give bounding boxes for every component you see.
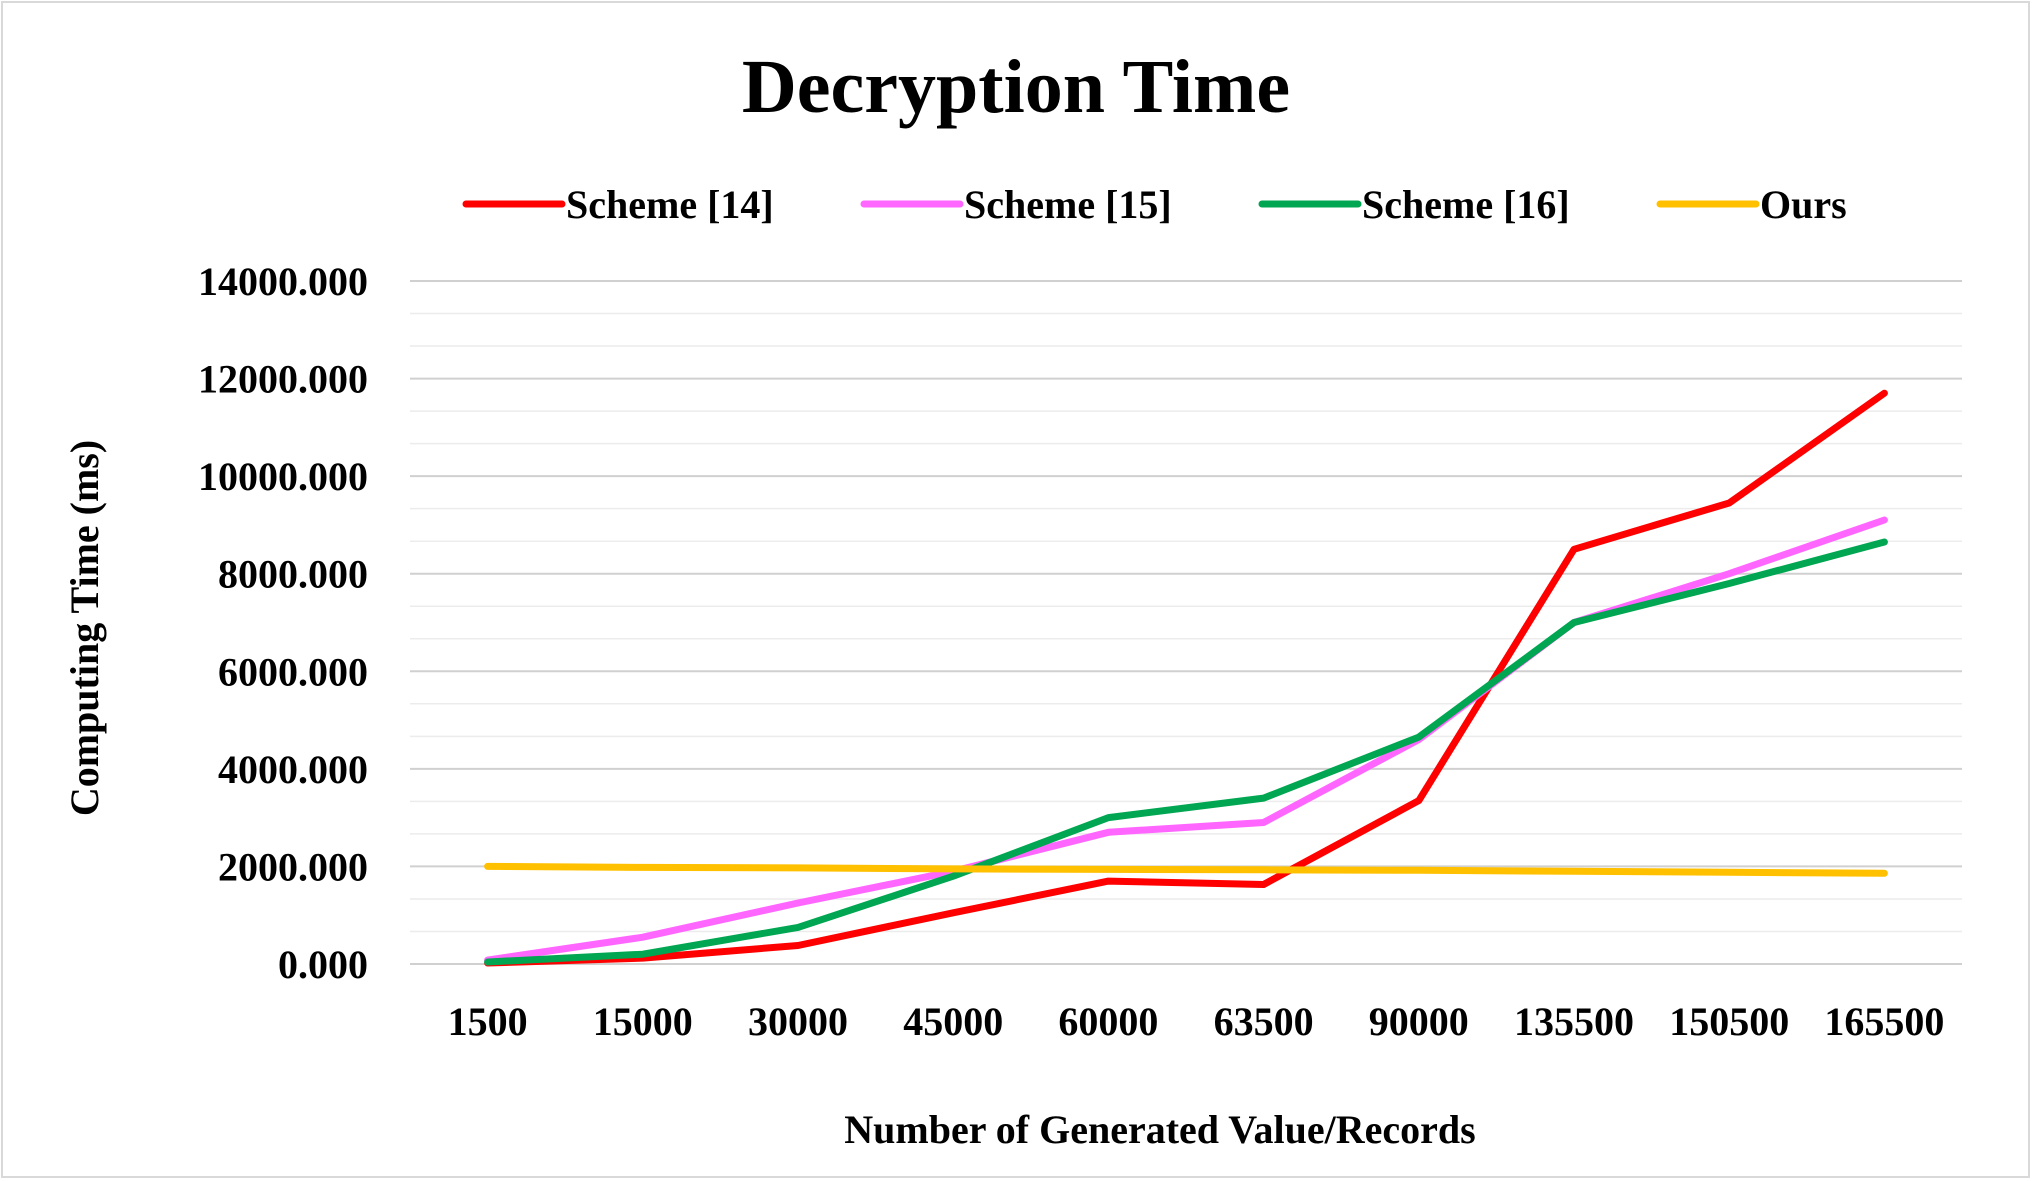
x-tick-label: 135500 bbox=[1514, 999, 1634, 1044]
gridlines bbox=[410, 280, 1962, 965]
series-line bbox=[484, 516, 1888, 964]
legend-label: Ours bbox=[1760, 182, 1847, 227]
y-tick-label: 10000.000 bbox=[198, 454, 368, 499]
y-tick-label: 2000.000 bbox=[218, 844, 368, 889]
legend-label: Scheme [14] bbox=[566, 182, 774, 227]
x-axis-ticks: 1500 15000 30000 45000 60000 63500 90000 135500… bbox=[448, 999, 1945, 1044]
y-tick-label: 12000.000 bbox=[198, 357, 368, 402]
x-tick-label: 90000 bbox=[1369, 999, 1469, 1044]
y-tick-label: 14000.000 bbox=[198, 259, 368, 304]
x-axis-label: Number of Generated Value/Records bbox=[844, 1107, 1475, 1152]
x-tick-label: 63500 bbox=[1214, 999, 1314, 1044]
x-tick-label: 60000 bbox=[1058, 999, 1158, 1044]
x-tick-label: 15000 bbox=[593, 999, 693, 1044]
series-line bbox=[484, 538, 1888, 966]
series-line bbox=[484, 389, 1888, 967]
y-tick-label: 8000.000 bbox=[218, 552, 368, 597]
legend-label: Scheme [15] bbox=[964, 182, 1172, 227]
series-line bbox=[484, 862, 1888, 877]
x-tick-label: 30000 bbox=[748, 999, 848, 1044]
legend-label: Scheme [16] bbox=[1362, 182, 1570, 227]
x-tick-label: 165500 bbox=[1824, 999, 1944, 1044]
x-tick-label: 1500 bbox=[448, 999, 528, 1044]
legend: Scheme [14] Scheme [15] Scheme [16] Ours bbox=[462, 182, 1847, 227]
y-tick-label: 6000.000 bbox=[218, 649, 368, 694]
y-tick-label: 0.000 bbox=[278, 942, 368, 987]
y-tick-label: 4000.000 bbox=[218, 747, 368, 792]
chart-title: Decryption Time bbox=[742, 45, 1290, 129]
x-tick-label: 45000 bbox=[903, 999, 1003, 1044]
series-lines bbox=[484, 389, 1888, 967]
y-axis-label: Computing Time (ms) bbox=[62, 440, 107, 816]
y-axis-ticks: 0.000 2000.000 4000.000 6000.000 8000.000 100… bbox=[198, 259, 368, 987]
x-tick-label: 150500 bbox=[1669, 999, 1789, 1044]
